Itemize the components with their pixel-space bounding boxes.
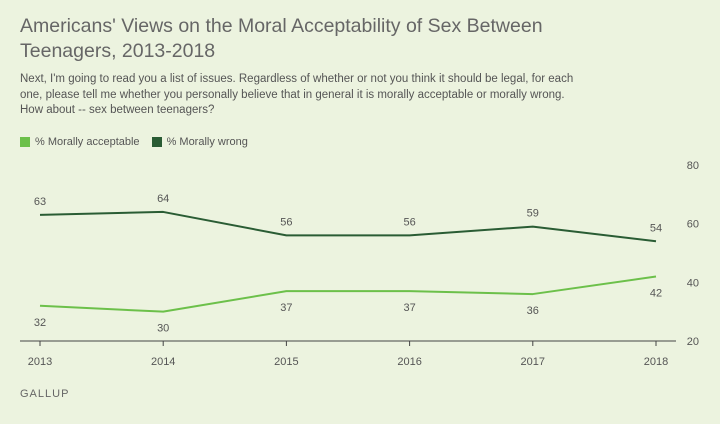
y-tick-label: 60 bbox=[687, 219, 699, 231]
data-label-acceptable: 32 bbox=[34, 317, 46, 329]
legend-item-acceptable: % Morally acceptable bbox=[20, 136, 140, 148]
data-label-acceptable: 36 bbox=[527, 305, 539, 317]
data-label-wrong: 56 bbox=[280, 216, 292, 228]
data-label-wrong: 64 bbox=[157, 193, 169, 205]
y-tick-label: 20 bbox=[687, 336, 699, 348]
series-line-acceptable bbox=[39, 275, 657, 313]
data-label-acceptable: 37 bbox=[280, 302, 292, 314]
legend-item-wrong: % Morally wrong bbox=[151, 136, 248, 148]
x-tick-label: 2017 bbox=[521, 356, 545, 368]
legend: % Morally acceptable % Morally wrong bbox=[20, 136, 248, 148]
data-label-wrong: 59 bbox=[527, 208, 539, 220]
legend-label-acceptable: % Morally acceptable bbox=[35, 136, 140, 148]
legend-swatch-acceptable bbox=[20, 137, 30, 147]
x-tick-label: 2018 bbox=[644, 356, 668, 368]
x-tick-label: 2014 bbox=[151, 356, 175, 368]
x-tick-label: 2016 bbox=[397, 356, 421, 368]
data-label-acceptable: 42 bbox=[650, 287, 662, 299]
chart-title: Americans' Views on the Moral Acceptabil… bbox=[20, 15, 543, 62]
x-tick-label: 2013 bbox=[28, 356, 52, 368]
data-label-wrong: 56 bbox=[403, 216, 415, 228]
source-logo-text: GALLUP bbox=[20, 388, 70, 400]
data-label-wrong: 63 bbox=[34, 196, 46, 208]
chart-subtitle: Next, I'm going to read you a list of is… bbox=[20, 73, 574, 116]
legend-swatch-wrong bbox=[151, 137, 162, 147]
x-tick-label: 2015 bbox=[274, 356, 298, 368]
y-tick-label: 80 bbox=[687, 160, 699, 172]
data-label-wrong: 54 bbox=[650, 222, 662, 234]
y-tick-label: 40 bbox=[687, 277, 699, 289]
legend-label-wrong: % Morally wrong bbox=[166, 136, 248, 148]
data-label-acceptable: 30 bbox=[157, 323, 169, 335]
series-line-wrong bbox=[39, 210, 657, 243]
data-label-acceptable: 37 bbox=[403, 302, 415, 314]
